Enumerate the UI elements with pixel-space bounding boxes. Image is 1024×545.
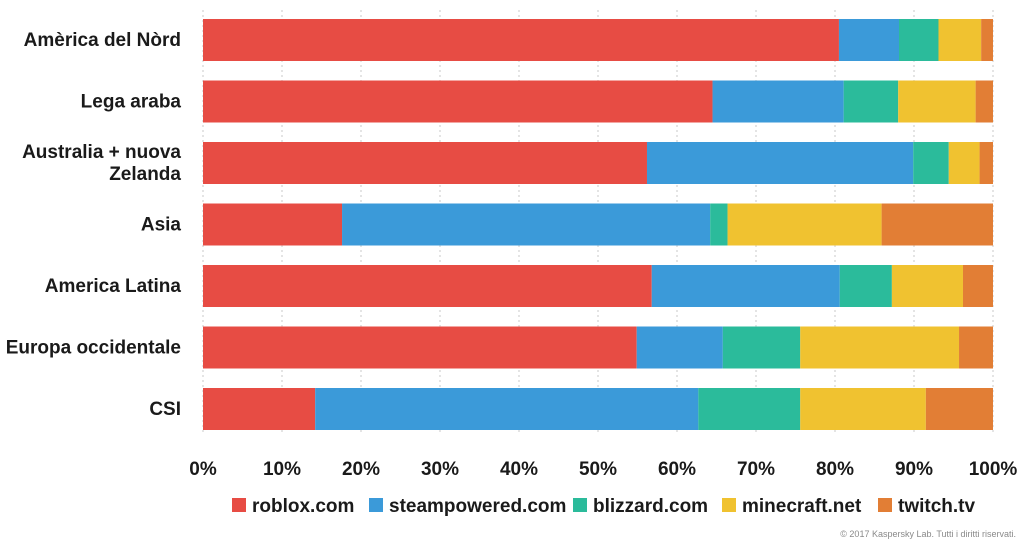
- bar-segment: [800, 326, 960, 369]
- bar-segment: [203, 265, 652, 307]
- bar-segment: [342, 203, 711, 246]
- category-label: Lega araba: [81, 92, 182, 113]
- legend-label: blizzard.com: [593, 496, 708, 517]
- bar-segment: [722, 326, 801, 369]
- x-tick-label: 40%: [500, 459, 538, 480]
- category-label: Asia: [141, 215, 182, 236]
- category-label: CSI: [149, 399, 181, 420]
- bar-segment: [938, 19, 982, 61]
- x-tick-label: 20%: [342, 459, 380, 480]
- bar-segment: [203, 142, 647, 184]
- category-label: America Latina: [45, 276, 182, 297]
- x-tick-label: 90%: [895, 459, 933, 480]
- bar-segment: [898, 19, 939, 61]
- bars: [203, 19, 993, 430]
- bar-segment: [203, 388, 316, 430]
- bar-segment: [203, 80, 713, 123]
- bar-segment: [698, 388, 801, 430]
- legend-swatch: [878, 498, 892, 512]
- bar-segment: [962, 265, 993, 307]
- legend: roblox.com steampowered.com blizzard.com mi…: [232, 496, 975, 517]
- bar-segment: [838, 19, 899, 61]
- bar-segment: [891, 265, 963, 307]
- x-tick-label: 100%: [969, 459, 1018, 480]
- legend-label: minecraft.net: [742, 496, 862, 517]
- bar-segment: [710, 203, 728, 246]
- x-axis-ticks: 0% 10% 20% 30% 40% 50% 60% 70% 80% 90% 100%: [189, 459, 1017, 480]
- legend-label: steampowered.com: [389, 496, 566, 517]
- bar-segment: [843, 80, 899, 123]
- x-tick-label: 70%: [737, 459, 775, 480]
- legend-swatch: [232, 498, 246, 512]
- legend-label: twitch.tv: [898, 496, 975, 517]
- category-labels: Amèrica del Nòrd Lega araba Australia + nu…: [6, 30, 182, 420]
- x-tick-label: 0%: [189, 459, 217, 480]
- bar-segment: [981, 19, 993, 61]
- bar-segment: [959, 326, 993, 369]
- category-label: Australia + nuova: [22, 142, 181, 163]
- x-tick-label: 10%: [263, 459, 301, 480]
- bar-segment: [651, 265, 840, 307]
- bar-segment: [979, 142, 993, 184]
- category-label: Zelanda: [109, 164, 181, 185]
- bar-segment: [839, 265, 892, 307]
- bar-segment: [646, 142, 914, 184]
- bar-segment: [203, 203, 343, 246]
- category-label: Amèrica del Nòrd: [24, 30, 181, 51]
- bar-segment: [315, 388, 699, 430]
- bar-segment: [948, 142, 980, 184]
- bar-segment: [898, 80, 976, 123]
- bar-segment: [203, 19, 839, 61]
- legend-swatch: [722, 498, 736, 512]
- x-tick-label: 80%: [816, 459, 854, 480]
- bar-segment: [800, 388, 926, 430]
- bar-segment: [881, 203, 993, 246]
- category-label: Europa occidentale: [6, 338, 181, 359]
- bar-segment: [712, 80, 844, 123]
- legend-swatch: [369, 498, 383, 512]
- x-tick-label: 30%: [421, 459, 459, 480]
- legend-swatch: [573, 498, 587, 512]
- legend-label: roblox.com: [252, 496, 354, 517]
- copyright-notice: © 2017 Kaspersky Lab. Tutti i diritti ri…: [840, 529, 1016, 539]
- x-tick-label: 60%: [658, 459, 696, 480]
- bar-segment: [203, 326, 637, 369]
- bar-segment: [975, 80, 993, 123]
- bar-segment: [925, 388, 993, 430]
- x-tick-label: 50%: [579, 459, 617, 480]
- bar-segment: [913, 142, 949, 184]
- bar-segment: [636, 326, 723, 369]
- bar-segment: [727, 203, 882, 246]
